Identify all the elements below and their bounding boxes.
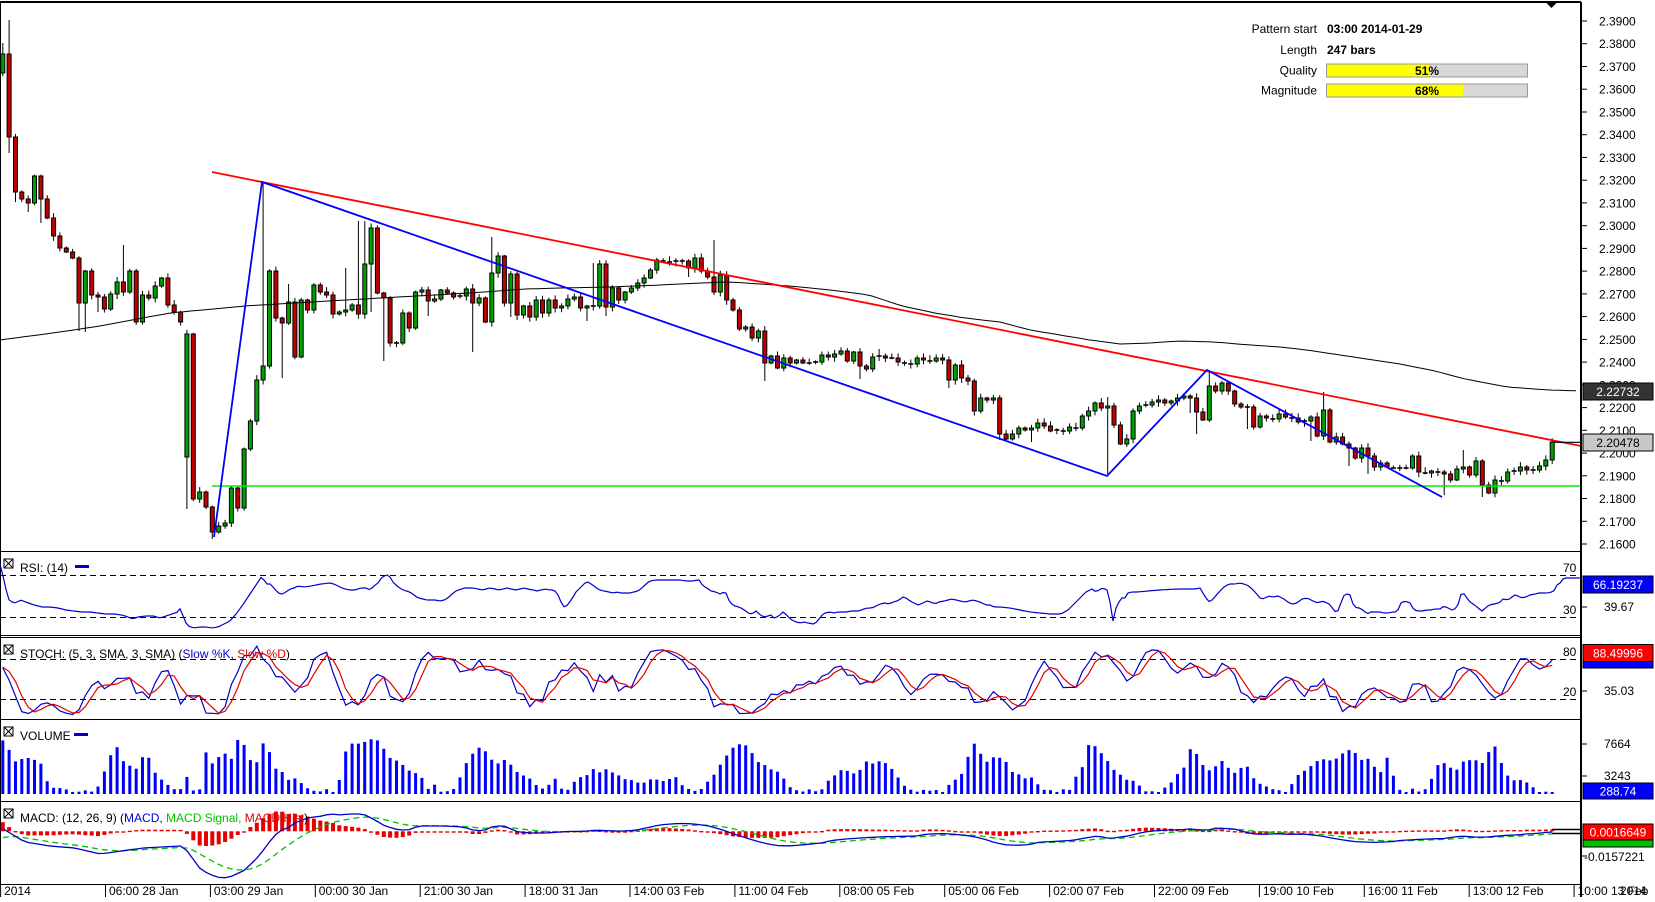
svg-text:51%: 51% (1415, 64, 1439, 78)
svg-text:13:00 12 Feb: 13:00 12 Feb (1473, 884, 1544, 897)
svg-text:MACD: (12, 26, 9) (MACD, MACD: MACD: (12, 26, 9) (MACD, MACD Signal, MA… (20, 811, 308, 825)
svg-text:19:00 10 Feb: 19:00 10 Feb (1263, 884, 1334, 897)
svg-text:18:00 31 Jan: 18:00 31 Jan (529, 884, 598, 897)
svg-text:66.19237: 66.19237 (1593, 578, 1643, 592)
svg-text:2.3600: 2.3600 (1599, 83, 1636, 97)
svg-text:80: 80 (1563, 645, 1577, 659)
svg-text:21:00 30 Jan: 21:00 30 Jan (424, 884, 493, 897)
svg-text:2.2800: 2.2800 (1599, 265, 1636, 279)
svg-text:03:00 2014-01-29: 03:00 2014-01-29 (1327, 22, 1423, 36)
svg-text:08:00 05 Feb: 08:00 05 Feb (843, 884, 914, 897)
svg-text:30: 30 (1563, 603, 1577, 617)
svg-text:2.1700: 2.1700 (1599, 515, 1636, 529)
svg-text:2.2700: 2.2700 (1599, 287, 1636, 301)
svg-text:2.3800: 2.3800 (1599, 37, 1636, 51)
svg-text:00:00 30 Jan: 00:00 30 Jan (319, 884, 388, 897)
svg-text:70: 70 (1563, 561, 1577, 575)
svg-text:05:00 06 Feb: 05:00 06 Feb (948, 884, 1019, 897)
svg-text:288.74: 288.74 (1600, 785, 1637, 799)
svg-text:3243: 3243 (1604, 769, 1631, 783)
svg-text:2.1900: 2.1900 (1599, 469, 1636, 483)
svg-text:2.3000: 2.3000 (1599, 219, 1636, 233)
svg-text:06:00 28 Jan: 06:00 28 Jan (109, 884, 178, 897)
svg-text:2.3700: 2.3700 (1599, 60, 1636, 74)
svg-text:68%: 68% (1415, 84, 1439, 98)
svg-text:2.3100: 2.3100 (1599, 196, 1636, 210)
svg-text:88.49996: 88.49996 (1593, 647, 1643, 661)
svg-text:20: 20 (1563, 685, 1577, 699)
svg-text:Quality: Quality (1280, 64, 1317, 78)
svg-text:10:00 13 Feb: 10:00 13 Feb (1578, 884, 1649, 897)
svg-text:Length: Length (1280, 43, 1317, 57)
svg-text:2014: 2014 (1620, 884, 1647, 897)
svg-text:Magnitude: Magnitude (1261, 84, 1317, 98)
svg-text:2.2200: 2.2200 (1599, 401, 1636, 415)
svg-text:2.3200: 2.3200 (1599, 174, 1636, 188)
svg-text:2.22732: 2.22732 (1596, 385, 1640, 399)
svg-text:2.2500: 2.2500 (1599, 333, 1636, 347)
svg-text:03:00 29 Jan: 03:00 29 Jan (214, 884, 283, 897)
svg-text:14:00 03 Feb: 14:00 03 Feb (634, 884, 705, 897)
svg-text:2014: 2014 (4, 884, 31, 897)
svg-text:2.2600: 2.2600 (1599, 310, 1636, 324)
svg-text:22:00 09 Feb: 22:00 09 Feb (1158, 884, 1229, 897)
svg-text:2.3900: 2.3900 (1599, 15, 1636, 29)
svg-text:2.3400: 2.3400 (1599, 128, 1636, 142)
svg-text:16:00 11 Feb: 16:00 11 Feb (1368, 884, 1438, 897)
svg-text:-0.0157221: -0.0157221 (1584, 850, 1645, 864)
svg-text:39.67: 39.67 (1604, 600, 1634, 614)
svg-text:35.03: 35.03 (1604, 684, 1634, 698)
svg-text:2.2400: 2.2400 (1599, 356, 1636, 370)
svg-text:RSI: (14): RSI: (14) (20, 561, 68, 575)
svg-text:2.2900: 2.2900 (1599, 242, 1636, 256)
svg-text:02:00 07 Feb: 02:00 07 Feb (1053, 884, 1124, 897)
svg-text:2.1800: 2.1800 (1599, 492, 1636, 506)
svg-text:0.0016649: 0.0016649 (1590, 826, 1647, 840)
svg-text:Pattern start: Pattern start (1252, 22, 1318, 36)
svg-text:VOLUME: VOLUME (20, 729, 71, 743)
svg-text:2.3300: 2.3300 (1599, 151, 1636, 165)
svg-text:11:00 04 Feb: 11:00 04 Feb (738, 884, 808, 897)
svg-text:247 bars: 247 bars (1327, 43, 1376, 57)
svg-text:7664: 7664 (1604, 737, 1631, 751)
svg-text:STOCH: (5, 3, SMA, 3, SMA) (Sl: STOCH: (5, 3, SMA, 3, SMA) (Slow %K, Slo… (20, 647, 290, 661)
svg-text:2.1600: 2.1600 (1599, 538, 1636, 552)
svg-text:2.3500: 2.3500 (1599, 106, 1636, 120)
svg-text:2.20478: 2.20478 (1596, 436, 1640, 450)
